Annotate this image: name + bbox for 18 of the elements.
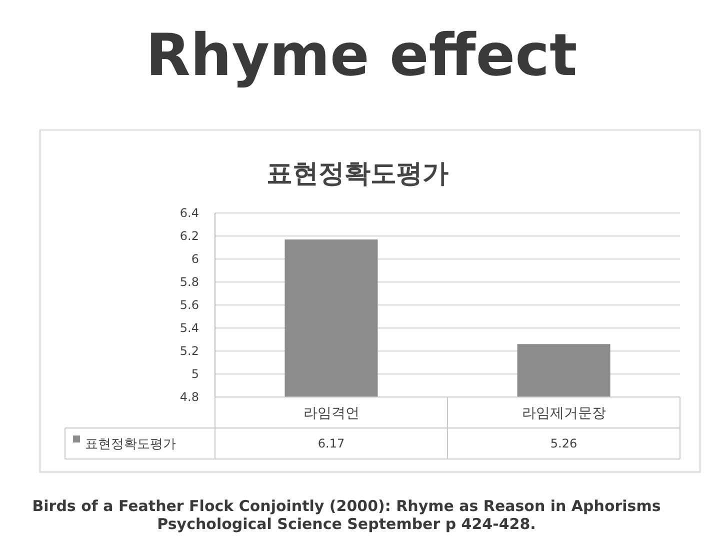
y-tick-label: 5.2 bbox=[180, 344, 199, 358]
y-tick-label: 5.6 bbox=[180, 298, 199, 312]
data-label: 5.26 bbox=[550, 436, 578, 451]
data-label: 6.17 bbox=[318, 436, 345, 451]
y-tick-label: 5.4 bbox=[180, 321, 199, 336]
y-tick-label: 5 bbox=[191, 367, 199, 382]
y-tick-label: 6.4 bbox=[180, 206, 199, 220]
x-tick-label: 라임제거문장 bbox=[522, 405, 606, 422]
legend-label: 표현정확도평가 bbox=[85, 437, 176, 452]
text: Psychological Science September p 424-428. bbox=[157, 515, 536, 533]
x-tick-label: 라임격언 bbox=[303, 405, 360, 422]
chart-subtitle: 표현정확도평가 bbox=[266, 159, 448, 189]
text: Birds of a Feather Flock Conjointly (2000): Rhyme as Reason in Aphorisms bbox=[32, 497, 661, 515]
y-tick-label: 6.2 bbox=[180, 229, 199, 244]
y-tick-label: 4.8 bbox=[180, 390, 199, 404]
y-tick-label: 5.8 bbox=[180, 275, 199, 290]
y-tick-label: 6 bbox=[191, 252, 199, 266]
chart-title: Rhyme effect bbox=[146, 21, 578, 89]
